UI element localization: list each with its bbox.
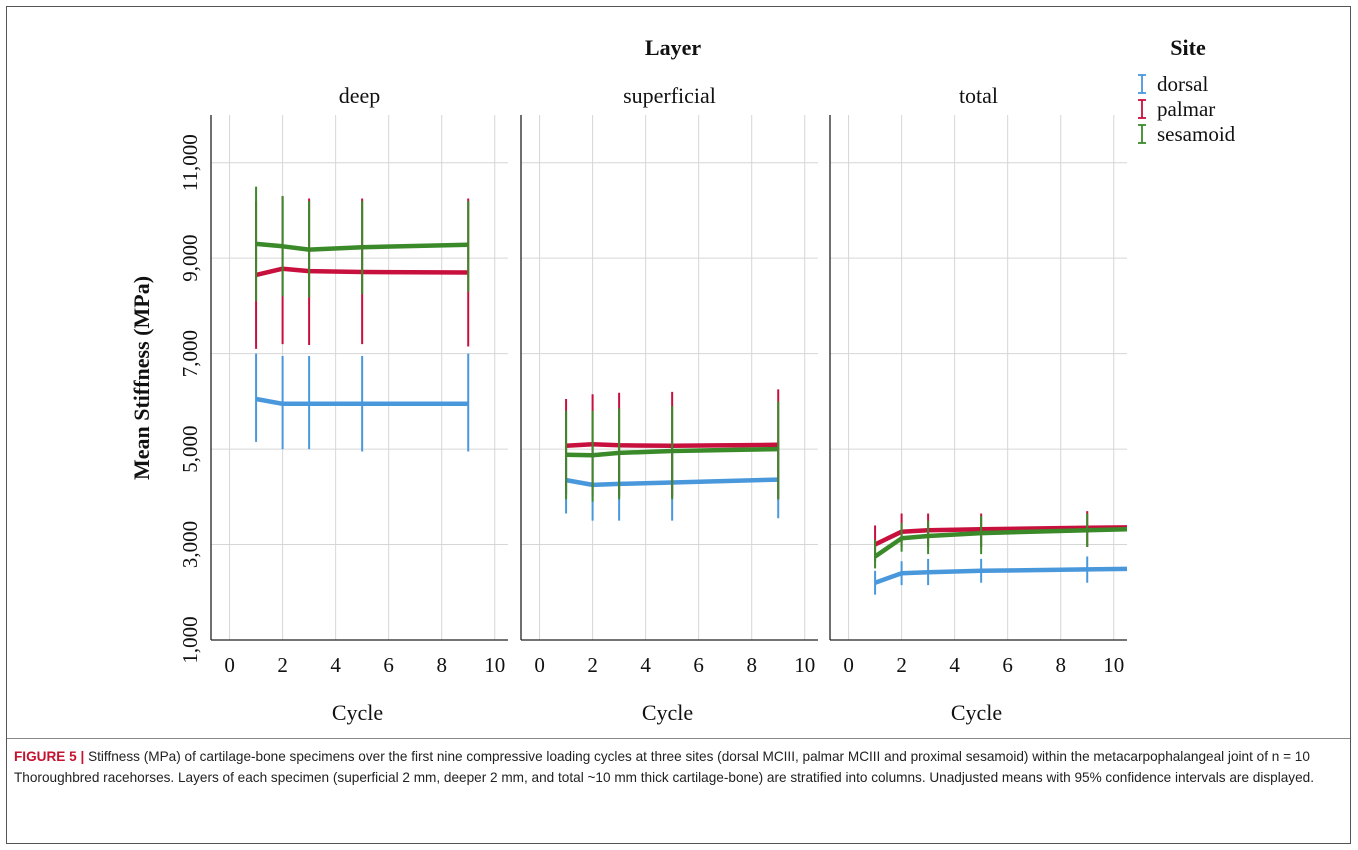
panel-title-total: total (959, 83, 998, 108)
y-axis-label: Mean Stiffness (MPa) (129, 276, 154, 480)
x-tick-label: 8 (1055, 653, 1066, 677)
legend-item-palmar: palmar (1138, 97, 1215, 121)
x-tick-label: 2 (277, 653, 288, 677)
figure-caption: FIGURE 5 | Stiffness (MPa) of cartilage-… (14, 746, 1342, 788)
panel-title-deep: deep (339, 83, 381, 108)
chart: Layer Mean Stiffness (MPa) deep superfici… (129, 35, 1236, 725)
y-tick-label: 9,000 (178, 235, 202, 282)
x-axis-label: Cycle (642, 700, 693, 725)
series-line-palmar (874, 525, 1128, 547)
series-line-dorsal (874, 566, 1128, 585)
legend-label: sesamoid (1157, 122, 1236, 146)
x-tick-label: 2 (587, 653, 598, 677)
y-tick-label: 11,000 (178, 134, 202, 191)
x-axis-label: Cycle (332, 700, 383, 725)
x-tick-label: 4 (949, 653, 960, 677)
legend-label: palmar (1157, 97, 1215, 121)
caption-text: Stiffness (MPa) of cartilage-bone specim… (14, 749, 1314, 785)
x-tick-label: 0 (843, 653, 854, 677)
x-tick-label: 4 (330, 653, 341, 677)
y-tick-label: 1,000 (178, 616, 202, 663)
facet-title: Layer (645, 35, 701, 60)
x-tick-label: 2 (896, 653, 907, 677)
x-tick-label: 4 (640, 653, 651, 677)
series-layer (255, 241, 1128, 585)
legend-item-sesamoid: sesamoid (1138, 122, 1236, 146)
legend-label: dorsal (1157, 72, 1208, 96)
x-tick-label: 10 (1103, 653, 1124, 677)
tick-labels: 1,000 3,000 5,000 7,000 9,000 11,000 0 2 4 6 8 10 0 2… (178, 134, 1124, 677)
x-tick-label: 6 (383, 653, 394, 677)
y-tick-label: 3,000 (178, 521, 202, 568)
figure-frame (6, 6, 1351, 844)
x-tick-label: 6 (693, 653, 704, 677)
x-axis-labels: Cycle Cycle Cycle (332, 700, 1002, 725)
x-tick-label: 0 (534, 653, 545, 677)
caption-divider (7, 738, 1350, 739)
panel-titles: deep superficial total (339, 83, 998, 108)
panel-title-superficial: superficial (623, 83, 716, 108)
x-axis-label: Cycle (951, 700, 1002, 725)
series-line-sesamoid (873, 527, 1128, 559)
legend-title: Site (1170, 35, 1206, 60)
y-tick-label: 5,000 (178, 425, 202, 472)
gridlines (211, 115, 1127, 640)
legend-item-dorsal: dorsal (1138, 72, 1208, 96)
x-tick-label: 8 (436, 653, 447, 677)
figure-label: FIGURE 5 | (14, 749, 85, 764)
x-tick-label: 0 (224, 653, 235, 677)
axes (210, 115, 1127, 641)
y-tick-label: 7,000 (178, 330, 202, 377)
x-tick-label: 8 (746, 653, 757, 677)
x-tick-label: 10 (794, 653, 815, 677)
x-tick-label: 10 (484, 653, 505, 677)
x-tick-label: 6 (1002, 653, 1013, 677)
error-bars-layer (255, 186, 1089, 595)
